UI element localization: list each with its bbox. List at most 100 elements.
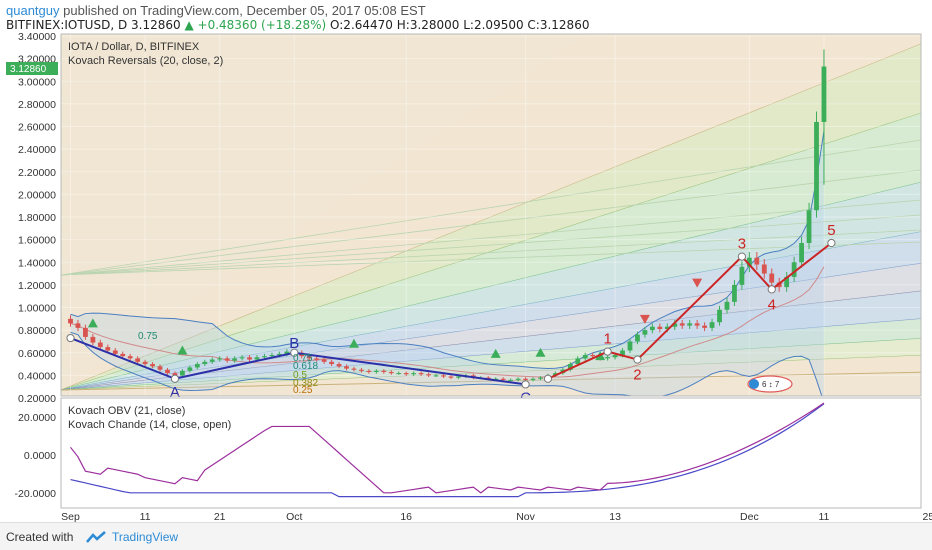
x-tick-label: Nov xyxy=(516,511,535,522)
candle-body xyxy=(739,266,745,285)
candle-body xyxy=(120,353,126,357)
author-link[interactable]: quantguy xyxy=(6,3,60,18)
candle-body xyxy=(575,358,581,365)
candle-body xyxy=(239,357,245,359)
candle-body xyxy=(165,369,170,374)
buy-marker xyxy=(177,345,188,355)
fan-line xyxy=(61,241,921,276)
candle-body xyxy=(635,334,640,342)
fan-band xyxy=(61,291,921,390)
y-tick-label: 2.60000 xyxy=(18,122,56,134)
fan-band xyxy=(61,113,921,390)
candle-body xyxy=(523,378,528,380)
candle-body xyxy=(247,357,252,360)
buy-marker xyxy=(348,338,359,348)
candle-body xyxy=(448,376,454,378)
pivot-point xyxy=(521,380,530,389)
candle-body xyxy=(366,370,372,372)
last-price-label: 3.12860 xyxy=(10,64,47,75)
candle-body xyxy=(627,341,633,351)
y-tick-label: 2.20000 xyxy=(18,167,56,179)
candle-body xyxy=(396,373,402,375)
symbol-line: BITFINEX:IOTUSD, D 3.12860 ▲ +0.48360 (+… xyxy=(6,18,589,32)
candle-body xyxy=(538,377,543,379)
candle-body xyxy=(694,323,700,326)
candle-body xyxy=(359,369,364,371)
pattern-label-b: B xyxy=(289,335,299,352)
candle-body xyxy=(306,356,312,359)
candle-body xyxy=(814,121,819,211)
tradingview-link[interactable]: TradingView xyxy=(112,530,179,544)
y-tick-label: 1.20000 xyxy=(18,280,56,292)
pattern-label-2: 2 xyxy=(633,367,641,384)
y-tick-label: 3.40000 xyxy=(18,31,56,43)
x-tick-label: 11 xyxy=(140,511,151,522)
tradingview-logo-icon xyxy=(86,531,106,543)
pattern-label-3: 3 xyxy=(738,236,746,253)
candle-body xyxy=(649,326,655,331)
y-tick-label: 2.40000 xyxy=(18,144,56,156)
bollinger-upper xyxy=(70,130,825,370)
pivot-point xyxy=(66,333,75,343)
candle-body xyxy=(411,373,417,375)
candle-body xyxy=(664,326,670,329)
time-axis: Sep 11 21 Oct 16 Nov 13 Dec 11 25 xyxy=(61,511,932,522)
created-with-label: Created with xyxy=(6,530,74,544)
fan-band xyxy=(61,182,921,390)
y-tick-label: 0.80000 xyxy=(18,325,56,337)
pattern-label-5: 5 xyxy=(827,222,835,239)
candle-body xyxy=(135,358,141,362)
candle-body xyxy=(269,355,275,357)
candle-body xyxy=(232,358,238,361)
candle-body xyxy=(612,355,618,358)
candle-body xyxy=(493,378,499,380)
fan-band xyxy=(61,355,921,390)
sell-marker xyxy=(639,314,650,324)
candle-body xyxy=(150,364,155,367)
y-tick-label: 3.00000 xyxy=(18,76,56,88)
candle-body xyxy=(784,276,790,288)
x-tick-label: 16 xyxy=(400,511,412,522)
event-badge[interactable]: 6 ↕ 7 xyxy=(747,375,793,393)
y2-tick-label: 0.0000 xyxy=(24,450,56,462)
candle-body xyxy=(209,359,215,362)
candle-body xyxy=(224,358,230,361)
bollinger-bands xyxy=(70,130,825,396)
fan-band xyxy=(61,44,921,390)
fan-line xyxy=(61,199,921,276)
candle-body xyxy=(68,318,73,324)
fan-line xyxy=(61,139,921,276)
fan-line xyxy=(61,214,921,276)
pivot-point xyxy=(767,285,776,294)
candle-body xyxy=(157,366,163,370)
pivot-point xyxy=(290,348,299,357)
candle-body xyxy=(485,377,491,379)
candle-body xyxy=(687,323,693,326)
buy-marker xyxy=(535,347,546,357)
y-tick-label: 0.20000 xyxy=(18,393,56,405)
candle-body xyxy=(754,257,760,265)
candle-body xyxy=(344,366,349,369)
fib-label: 0.75 xyxy=(293,353,313,364)
candle-body xyxy=(582,355,588,359)
publish-line: quantguy published on TradingView.com, D… xyxy=(6,3,426,18)
candle-body xyxy=(105,347,111,351)
candle-body xyxy=(679,323,685,326)
candle-body xyxy=(553,373,558,376)
oscillator-series xyxy=(70,402,825,498)
candle-body xyxy=(791,262,797,277)
fan-band xyxy=(61,263,921,390)
candle-body xyxy=(217,358,223,360)
fib-label: 0.382 xyxy=(293,378,318,389)
candle-body xyxy=(500,378,506,380)
candle-body xyxy=(142,361,148,365)
abc-line xyxy=(70,337,526,386)
candle-body xyxy=(187,367,193,371)
symbol-label: BITFINEX:IOTUSD, D xyxy=(6,18,128,32)
y-tick-label: 2.80000 xyxy=(18,99,56,111)
candle-body xyxy=(605,357,611,359)
candle-body xyxy=(746,257,752,267)
x-tick-label: Sep xyxy=(61,511,80,522)
